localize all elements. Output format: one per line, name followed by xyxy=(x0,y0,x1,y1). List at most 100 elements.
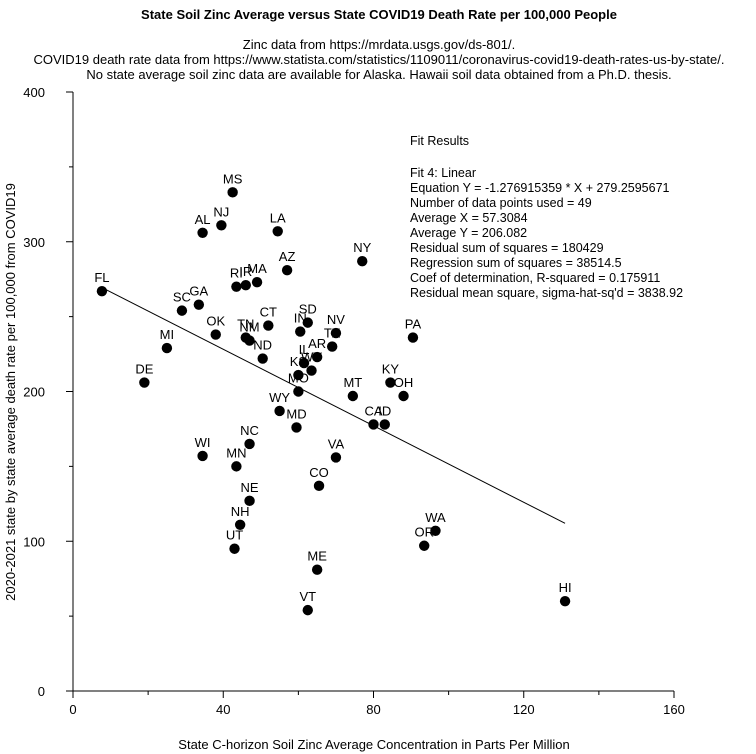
x-tick-label: 80 xyxy=(366,702,380,717)
data-point-fl xyxy=(96,285,108,297)
axes: 0 40 80 120 160 0 100 200 300 400 xyxy=(23,85,685,717)
data-point-or xyxy=(419,540,430,551)
data-point-in xyxy=(295,326,306,337)
data-point-hi xyxy=(559,595,571,607)
data-point-al xyxy=(197,227,208,238)
point-label-me: ME xyxy=(307,549,327,564)
point-label-nv: NV xyxy=(327,312,345,327)
point-label-pa: PA xyxy=(405,317,422,332)
point-label-md: MD xyxy=(286,406,306,421)
data-point-me xyxy=(311,564,323,575)
point-label-mt: MT xyxy=(343,375,362,390)
data-point-nc xyxy=(244,438,255,450)
data-point-tx xyxy=(326,341,338,352)
chart-title: State Soil Zinc Average versus State COV… xyxy=(141,7,617,22)
data-point-ca xyxy=(368,419,379,430)
data-point-ir xyxy=(240,279,251,291)
x-tick-label: 120 xyxy=(513,702,535,717)
y-tick-label: 100 xyxy=(23,534,45,549)
data-point-ga xyxy=(193,299,205,310)
data-point-mn xyxy=(231,461,242,472)
point-label-az: AZ xyxy=(279,249,296,264)
point-label-co: CO xyxy=(309,465,329,480)
point-label-oh: OH xyxy=(394,375,414,390)
point-label-vt: VT xyxy=(299,589,316,604)
subtitle-line-3: No state average soil zinc data are avai… xyxy=(86,67,671,82)
x-tick-label: 160 xyxy=(663,702,685,717)
point-label-ri: RI xyxy=(230,266,243,281)
data-point-id xyxy=(379,419,390,430)
subtitle-line-2: COVID19 death rate data from https://www… xyxy=(34,52,725,67)
subtitle-line-1: Zinc data from https://mrdata.usgs.gov/d… xyxy=(243,37,515,52)
data-point-ct xyxy=(263,320,274,331)
point-label-nh: NH xyxy=(231,504,250,519)
point-label-fl: FL xyxy=(94,270,109,285)
x-tick-label: 0 xyxy=(69,702,76,717)
data-point-co xyxy=(313,480,325,492)
point-label-nd: ND xyxy=(253,338,272,353)
data-point-il xyxy=(298,357,310,369)
point-label-va: VA xyxy=(328,436,345,451)
data-point-nv xyxy=(330,327,342,339)
fit-results-box: Fit Results Fit 4: Linear Equation Y = -… xyxy=(410,134,683,300)
fit-results-line: Residual sum of squares = 180429 xyxy=(410,241,604,255)
data-point-md xyxy=(291,422,302,433)
point-label-wa: WA xyxy=(425,510,446,525)
data-point-ri xyxy=(231,281,242,292)
y-axis-label: 2020-2021 state by state average death r… xyxy=(3,183,18,601)
data-point-vt xyxy=(302,604,313,616)
data-point-pa xyxy=(407,332,419,343)
point-label-ok: OK xyxy=(206,314,225,329)
data-point-mo xyxy=(293,386,304,397)
point-label-ut: UT xyxy=(226,528,243,543)
y-tick-label: 0 xyxy=(38,684,45,699)
fit-results-line: Fit 4: Linear xyxy=(410,166,476,180)
point-label-sc: SC xyxy=(173,290,191,305)
data-point-sd xyxy=(302,317,313,328)
data-point-sc xyxy=(176,305,188,316)
data-point-ne xyxy=(244,495,255,507)
point-label-ma: MA xyxy=(247,261,267,276)
point-label-ca: CA xyxy=(364,403,382,418)
data-point-la xyxy=(272,226,283,237)
point-label-ms: MS xyxy=(223,171,243,186)
point-label-ny: NY xyxy=(353,240,371,255)
data-point-nd xyxy=(257,353,268,364)
fit-results-line: Regression sum of squares = 38514.5 xyxy=(410,256,622,270)
point-label-nm: NM xyxy=(239,320,259,335)
data-point-wa xyxy=(430,525,441,536)
data-point-mi xyxy=(161,342,173,354)
x-tick-label: 40 xyxy=(216,702,230,717)
data-point-de xyxy=(139,377,150,388)
y-tick-label: 300 xyxy=(23,235,45,250)
point-label-nc: NC xyxy=(240,423,259,438)
point-label-ar: AR xyxy=(308,336,326,351)
data-point-wi xyxy=(197,450,208,462)
point-label-la: LA xyxy=(270,210,286,225)
point-label-il: IL xyxy=(299,342,310,357)
point-label-id: ID xyxy=(378,403,391,418)
data-point-nh xyxy=(234,519,246,530)
point-label-ga: GA xyxy=(189,284,208,299)
data-point-ar xyxy=(311,351,323,363)
data-point-ks xyxy=(293,369,304,381)
data-point-va xyxy=(330,452,342,463)
point-label-ct: CT xyxy=(260,305,277,320)
point-label-ne: NE xyxy=(241,480,259,495)
fit-line-group xyxy=(101,287,566,524)
point-label-wy: WY xyxy=(269,390,290,405)
point-label-mn: MN xyxy=(226,445,246,460)
point-label-al: AL xyxy=(195,212,211,227)
fit-results-line: Average Y = 206.082 xyxy=(410,226,527,240)
point-label-or: OR xyxy=(414,525,434,540)
data-point-ms xyxy=(227,187,238,198)
data-point-ky xyxy=(385,377,396,388)
fit-results-heading: Fit Results xyxy=(410,134,469,148)
data-point-mt xyxy=(347,390,359,402)
point-label-sd: SD xyxy=(299,302,317,317)
data-point-wv xyxy=(306,365,317,376)
data-point-nj xyxy=(216,220,227,231)
point-label-hi: HI xyxy=(559,580,572,595)
